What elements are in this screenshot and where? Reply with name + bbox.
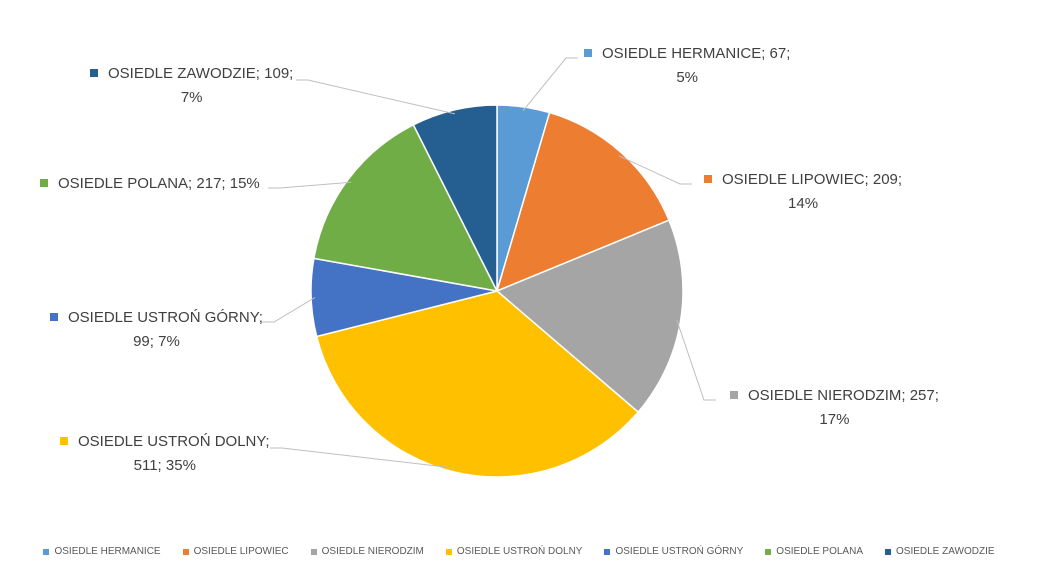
- callout-text-line1: OSIEDLE USTROŃ GÓRNY;: [68, 309, 263, 326]
- callout-swatch: [50, 313, 58, 321]
- legend-item: OSIEDLE HERMANICE: [43, 546, 161, 557]
- callout-swatch: [730, 391, 738, 399]
- legend-item: OSIEDLE ZAWODZIE: [885, 546, 995, 557]
- callout-text-line1: OSIEDLE POLANA; 217; 15%: [58, 175, 260, 192]
- pie-chart-svg: [262, 57, 716, 478]
- leader-line: [262, 296, 316, 323]
- callout-text-line1: OSIEDLE LIPOWIEC; 209;: [722, 171, 903, 188]
- callout-swatch: [40, 179, 48, 187]
- pie-slice: [495, 219, 684, 414]
- callout-zawodzie: OSIEDLE ZAWODZIE; 109; 7%: [90, 62, 293, 110]
- legend-item: OSIEDLE NIERODZIM: [310, 546, 424, 557]
- legend-label: OSIEDLE POLANA: [776, 546, 863, 557]
- legend-swatch: [43, 548, 50, 555]
- leader-line: [618, 155, 692, 185]
- pie-slice: [412, 104, 498, 292]
- callout-ustron-gorny: OSIEDLE USTROŃ GÓRNY; 99; 7%: [50, 306, 263, 354]
- legend-label: OSIEDLE NIERODZIM: [321, 546, 424, 557]
- leader-line: [522, 57, 578, 112]
- legend-item: OSIEDLE LIPOWIEC: [182, 546, 289, 557]
- legend-swatch: [445, 548, 452, 555]
- callout-text-line2: 7%: [180, 89, 203, 106]
- legend-item: OSIEDLE POLANA: [765, 546, 863, 557]
- legend-label: OSIEDLE USTROŃ DOLNY: [456, 546, 583, 557]
- callout-text-line2: 14%: [788, 195, 819, 212]
- legend-label: OSIEDLE ZAWODZIE: [896, 546, 995, 557]
- callout-text-line2: 511; 35%: [133, 457, 196, 474]
- legend-swatch: [885, 548, 891, 555]
- legend-swatch: [310, 548, 317, 555]
- callout-swatch: [90, 69, 98, 77]
- callout-swatch: [60, 437, 68, 445]
- legend-swatch: [604, 548, 611, 555]
- callout-text-line2: 5%: [676, 69, 699, 86]
- legend-swatch: [182, 548, 189, 555]
- callout-swatch: [704, 175, 712, 183]
- legend-label: OSIEDLE USTROŃ GÓRNY: [615, 546, 744, 557]
- callout-text-line1: OSIEDLE NIERODZIM; 257;: [748, 387, 939, 404]
- leader-line: [268, 181, 352, 189]
- pie-slice: [313, 123, 499, 293]
- callout-text-line2: 17%: [819, 411, 850, 428]
- callout-text-line2: 99; 7%: [133, 333, 180, 350]
- callout-text-line1: OSIEDLE HERMANICE; 67;: [602, 45, 791, 62]
- legend-item: OSIEDLE USTROŃ DOLNY: [445, 546, 583, 557]
- leader-line: [676, 319, 716, 401]
- callout-nierodzim: OSIEDLE NIERODZIM; 257; 17%: [730, 384, 939, 432]
- legend-label: OSIEDLE HERMANICE: [54, 546, 161, 557]
- callout-swatch: [584, 49, 592, 57]
- leader-line: [296, 79, 456, 115]
- legend-item: OSIEDLE USTROŃ GÓRNY: [604, 546, 743, 557]
- leader-line: [270, 447, 456, 469]
- pie-slice: [495, 111, 670, 293]
- callout-lipowiec: OSIEDLE LIPOWIEC; 209; 14%: [704, 168, 902, 216]
- callout-text-line1: OSIEDLE ZAWODZIE; 109;: [108, 65, 294, 82]
- callout-polana: OSIEDLE POLANA; 217; 15%: [40, 172, 260, 196]
- chart-legend: OSIEDLE HERMANICE OSIEDLE LIPOWIEC OSIED…: [0, 546, 1038, 557]
- callout-hermanice: OSIEDLE HERMANICE; 67; 5%: [584, 42, 790, 90]
- pie-slice: [315, 290, 640, 478]
- callout-ustron-dolny: OSIEDLE USTROŃ DOLNY; 511; 35%: [60, 430, 270, 478]
- legend-swatch: [765, 548, 772, 555]
- callout-text-line1: OSIEDLE USTROŃ DOLNY;: [78, 433, 270, 450]
- legend-label: OSIEDLE LIPOWIEC: [193, 546, 289, 557]
